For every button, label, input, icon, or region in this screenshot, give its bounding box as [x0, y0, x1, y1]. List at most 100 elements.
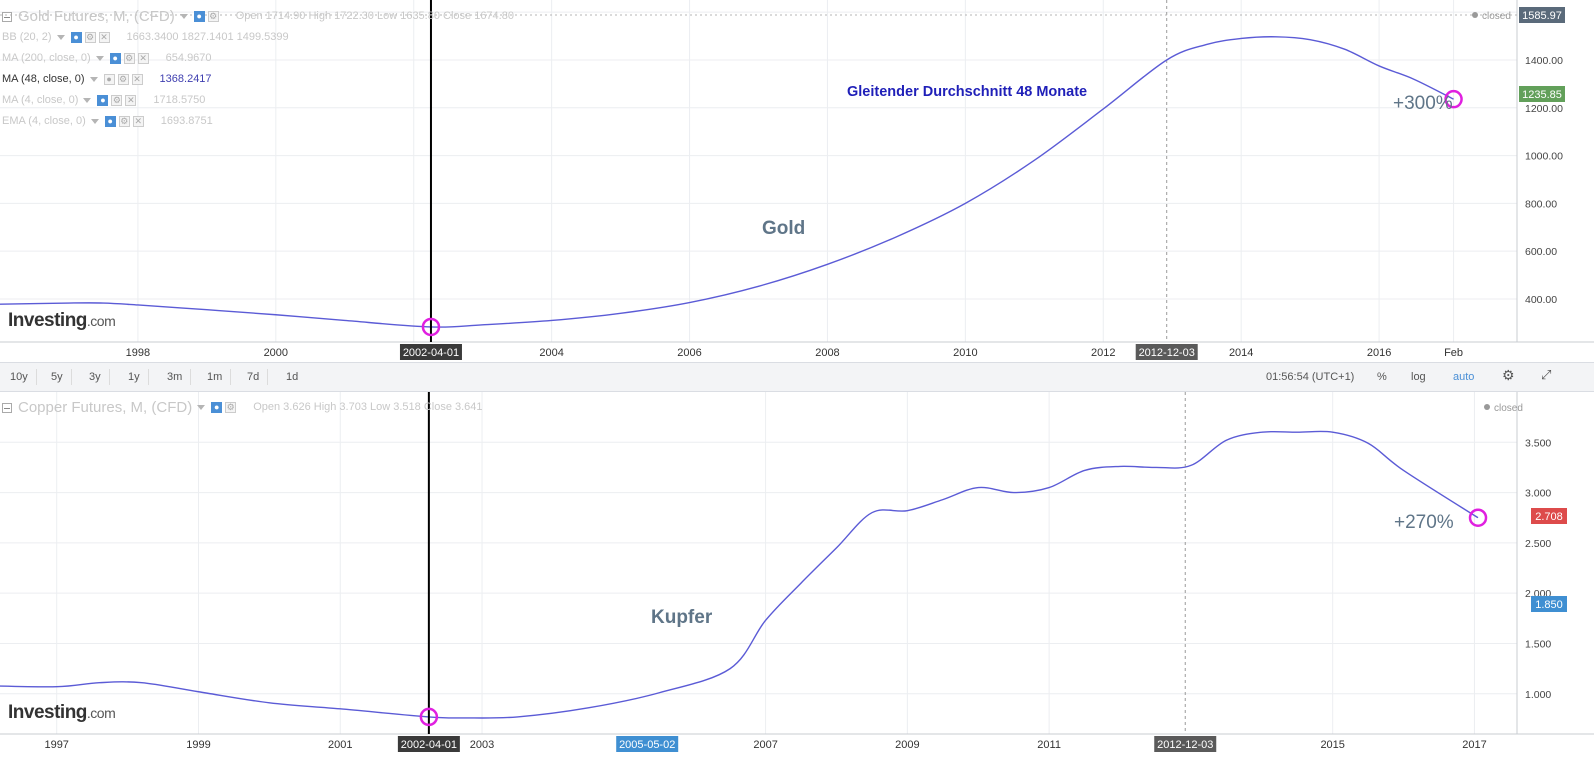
gold-chart-pane[interactable]: 400.00 600.00 800.00 1000.00 1200.00 1400.00 1…: [0, 0, 1594, 362]
x-crosshair-date-label: 2012-12-03: [1139, 347, 1195, 359]
percent-toggle[interactable]: %: [1377, 371, 1387, 383]
y-tick-label: 1.000: [1525, 689, 1551, 701]
overlay-title: Gleitender Durchschnitt 48 Monate: [847, 84, 1087, 100]
x-crosshair-date-label: 2002-04-01: [401, 739, 457, 751]
x-crosshair-date-label-bg: [397, 736, 460, 752]
end-marker-circle: [1444, 89, 1463, 109]
y-tick-label: 400.00: [1525, 294, 1557, 306]
chevron-down-icon[interactable]: [89, 77, 98, 82]
y-tick-label: 800.00: [1525, 198, 1557, 210]
close-icon[interactable]: ✕: [137, 53, 149, 64]
chevron-down-icon[interactable]: [197, 405, 206, 410]
close-icon[interactable]: ✕: [98, 32, 110, 43]
range-3m-button[interactable]: 3m: [159, 369, 192, 385]
collapse-icon[interactable]: [2, 11, 12, 22]
indicator-label[interactable]: EMA (4, close, 0): [2, 115, 86, 127]
indicator-label[interactable]: MA (200, close, 0): [2, 52, 91, 64]
indicator-values: 1693.8751: [160, 115, 213, 127]
price-tag-current: 2.708: [1535, 511, 1563, 523]
closed-dot: [1472, 12, 1478, 18]
copper-legend-title-row: Copper Futures, M, (CFD) ● ⚙ Open 3.626 …: [2, 397, 483, 418]
x-tick-label: 2007: [753, 739, 777, 751]
eye-icon[interactable]: ●: [97, 95, 109, 106]
settings-icon[interactable]: ⚙: [84, 32, 96, 43]
chevron-down-icon[interactable]: [90, 119, 99, 124]
eye-icon[interactable]: ●: [103, 74, 115, 85]
eye-icon[interactable]: ●: [104, 116, 116, 127]
price-tag-high: 1585.97: [1522, 10, 1562, 22]
price-tag-high-bg: [1519, 7, 1565, 23]
x-crosshair-date-label-bg: [1135, 344, 1198, 360]
range-7d-button[interactable]: 7d: [239, 369, 269, 385]
time-range-toolbar: 10y 5y 3y 1y 3m 1m 7d 1d 01:56:54 (UTC+1…: [0, 362, 1594, 392]
collapse-icon[interactable]: [2, 402, 12, 413]
close-icon[interactable]: ✕: [125, 95, 137, 106]
y-tick-label: 1200.00: [1525, 103, 1563, 115]
series-line: [0, 36, 1454, 328]
closed-label: closed: [1482, 11, 1511, 22]
copper-chart-pane[interactable]: 1.000 1.500 2.000 2.500 3.000 3.500 1997 1999 20…: [0, 392, 1594, 765]
x-crosshair-date-label-bg: [399, 344, 462, 360]
auto-scale-toggle[interactable]: auto: [1453, 371, 1475, 383]
x-tick-label: 2004: [539, 347, 563, 359]
range-1y-button[interactable]: 1y: [120, 369, 149, 385]
range-3y-button[interactable]: 3y: [81, 369, 110, 385]
indicator-label[interactable]: MA (48, close, 0): [2, 73, 85, 85]
logo-brand: Investing: [8, 702, 87, 723]
eye-icon[interactable]: ●: [109, 53, 121, 64]
x-crosshair-date-label: 2005-05-02: [619, 739, 675, 751]
x-tick-label: 1999: [186, 739, 210, 751]
settings-icon[interactable]: ⚙: [111, 95, 123, 106]
settings-icon[interactable]: ⚙: [117, 74, 129, 85]
indicator-row-ema4: EMA (4, close, 0) ● ⚙ ✕ 1693.8751: [2, 111, 514, 132]
eye-icon[interactable]: ●: [193, 11, 205, 22]
x-tick-label: 1997: [44, 739, 68, 751]
chevron-down-icon[interactable]: [95, 56, 104, 61]
start-marker-circle: [421, 317, 441, 337]
settings-icon[interactable]: ⚙: [118, 116, 130, 127]
close-icon[interactable]: ✕: [131, 74, 143, 85]
logo-suffix: .com: [86, 313, 116, 329]
price-tag-marker-bg: [1531, 596, 1567, 612]
range-5y-button[interactable]: 5y: [43, 369, 72, 385]
y-tick-label: 2.500: [1525, 538, 1551, 550]
gear-icon[interactable]: ⚙: [1502, 367, 1515, 383]
x-tick-label: 2003: [470, 739, 494, 751]
close-icon[interactable]: ✕: [132, 116, 144, 127]
start-marker-circle: [419, 707, 439, 727]
log-toggle[interactable]: log: [1411, 371, 1426, 383]
copper-symbol-title[interactable]: Copper Futures, M, (CFD): [18, 399, 193, 416]
x-tick-label: 2000: [264, 347, 288, 359]
change-label: +300%: [1393, 93, 1453, 114]
settings-icon[interactable]: ⚙: [123, 53, 135, 64]
eye-icon[interactable]: ●: [70, 32, 82, 43]
eye-icon[interactable]: ●: [211, 402, 223, 413]
x-crosshair-date-label: 2002-04-01: [403, 347, 459, 359]
chevron-down-icon[interactable]: [83, 98, 92, 103]
y-tick-label: 3.000: [1525, 488, 1551, 500]
range-10y-button[interactable]: 10y: [2, 369, 37, 385]
x-tick-label: 2017: [1462, 739, 1486, 751]
y-tick-label: 600.00: [1525, 246, 1557, 258]
x-tick-label: 2012: [1091, 347, 1115, 359]
investing-logo: Investing.com: [8, 702, 116, 724]
logo-suffix: .com: [86, 705, 116, 721]
settings-icon[interactable]: ⚙: [207, 11, 219, 22]
settings-icon[interactable]: ⚙: [225, 402, 237, 413]
gold-legend: Gold Futures, M, (CFD) ● ⚙ Open 1714.90 …: [2, 6, 514, 132]
clock-timezone[interactable]: 01:56:54 (UTC+1): [1266, 371, 1355, 383]
fullscreen-icon[interactable]: ⤢: [1541, 367, 1552, 382]
gold-symbol-title[interactable]: Gold Futures, M, (CFD): [18, 8, 175, 25]
copper-ohlc-values: Open 3.626 High 3.703 Low 3.518 Close 3.…: [253, 401, 483, 413]
range-1d-button[interactable]: 1d: [286, 371, 299, 383]
gold-chart-svg[interactable]: 400.00 600.00 800.00 1000.00 1200.00 1400.00 1…: [0, 0, 1594, 362]
range-1m-button[interactable]: 1m: [199, 369, 232, 385]
indicator-values: 1663.3400 1827.1401 1499.5399: [126, 31, 289, 43]
chevron-down-icon[interactable]: [179, 14, 188, 19]
indicator-label[interactable]: MA (4, close, 0): [2, 94, 79, 106]
indicator-label[interactable]: BB (20, 2): [2, 31, 52, 43]
chevron-down-icon[interactable]: [56, 35, 65, 40]
series-line: [0, 430, 1479, 719]
copper-legend: Copper Futures, M, (CFD) ● ⚙ Open 3.626 …: [2, 397, 483, 418]
